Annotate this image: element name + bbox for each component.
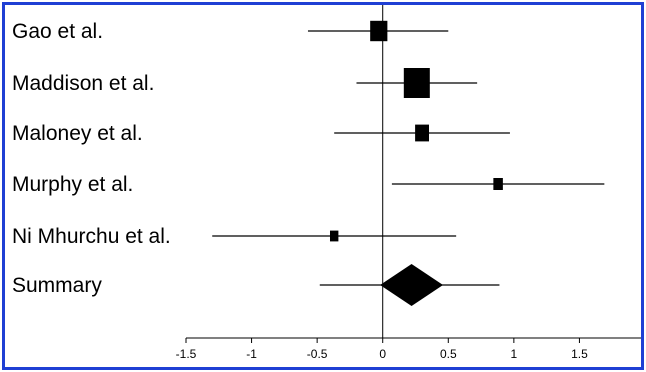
study-label: Maloney et al.: [12, 122, 143, 145]
study-label: Gao et al.: [12, 20, 103, 43]
study-label: Maddison et al.: [12, 72, 154, 95]
effect-size-box: [415, 124, 430, 142]
effect-size-box: [370, 20, 388, 42]
x-tick-label: -1.5: [176, 347, 197, 361]
summary-label: Summary: [12, 274, 102, 297]
plot-marks: [212, 5, 605, 338]
x-tick-label: 0.5: [440, 347, 457, 361]
x-tick-label: 1.5: [571, 347, 588, 361]
effect-size-box: [493, 178, 503, 190]
x-tick-label: -0.5: [307, 347, 328, 361]
summary-diamond: [380, 264, 444, 306]
study-label: Ni Mhurchu et al.: [12, 225, 171, 248]
effect-size-box: [329, 230, 339, 242]
study-labels: Gao et al. Maddison et al. Maloney et al. M…: [12, 20, 171, 297]
x-tick-label: 1: [511, 347, 518, 361]
forest-plot: Gao et al. Maddison et al. Maloney et al. M…: [12, 5, 641, 361]
effect-size-box: [403, 68, 430, 98]
x-tick-label: 0: [379, 347, 386, 361]
study-label: Murphy et al.: [12, 173, 133, 196]
x-axis: -1.5-1-0.500.511.52: [176, 337, 641, 361]
x-tick-label: -1: [246, 347, 257, 361]
